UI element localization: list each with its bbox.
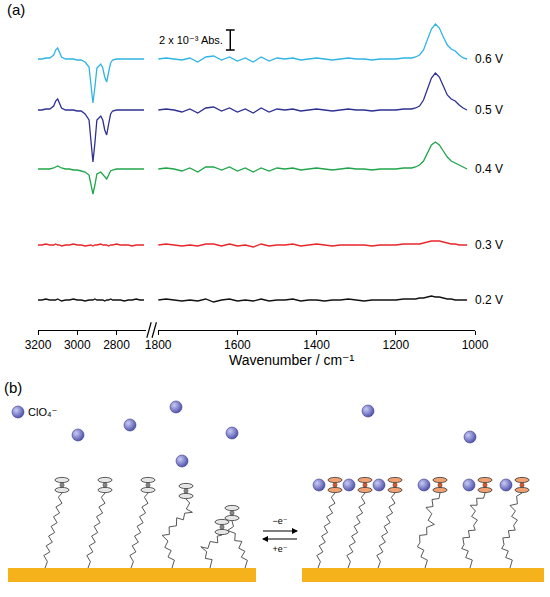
svg-text:1200: 1200: [382, 338, 409, 352]
svg-text:0.6 V: 0.6 V: [475, 52, 503, 66]
svg-text:0.5 V: 0.5 V: [475, 103, 503, 117]
svg-text:2 x 10⁻³ Abs.: 2 x 10⁻³ Abs.: [159, 34, 223, 46]
svg-text:Wavenumber / cm⁻¹: Wavenumber / cm⁻¹: [229, 352, 354, 368]
svg-text:3000: 3000: [64, 338, 91, 352]
svg-text:3200: 3200: [25, 338, 52, 352]
svg-text:0.2 V: 0.2 V: [475, 293, 503, 307]
svg-text:ClO₄⁻: ClO₄⁻: [28, 406, 57, 418]
svg-text:1600: 1600: [224, 338, 251, 352]
svg-text:+e⁻: +e⁻: [272, 544, 287, 554]
svg-text:−e⁻: −e⁻: [272, 516, 287, 526]
svg-text:0.3 V: 0.3 V: [475, 238, 503, 252]
svg-text:2800: 2800: [103, 338, 130, 352]
svg-text:1800: 1800: [145, 338, 172, 352]
svg-text:(a): (a): [7, 1, 25, 18]
svg-text:1400: 1400: [303, 338, 330, 352]
svg-text:1000: 1000: [462, 338, 489, 352]
svg-text:(b): (b): [4, 379, 22, 396]
svg-text:0.4 V: 0.4 V: [475, 162, 503, 176]
